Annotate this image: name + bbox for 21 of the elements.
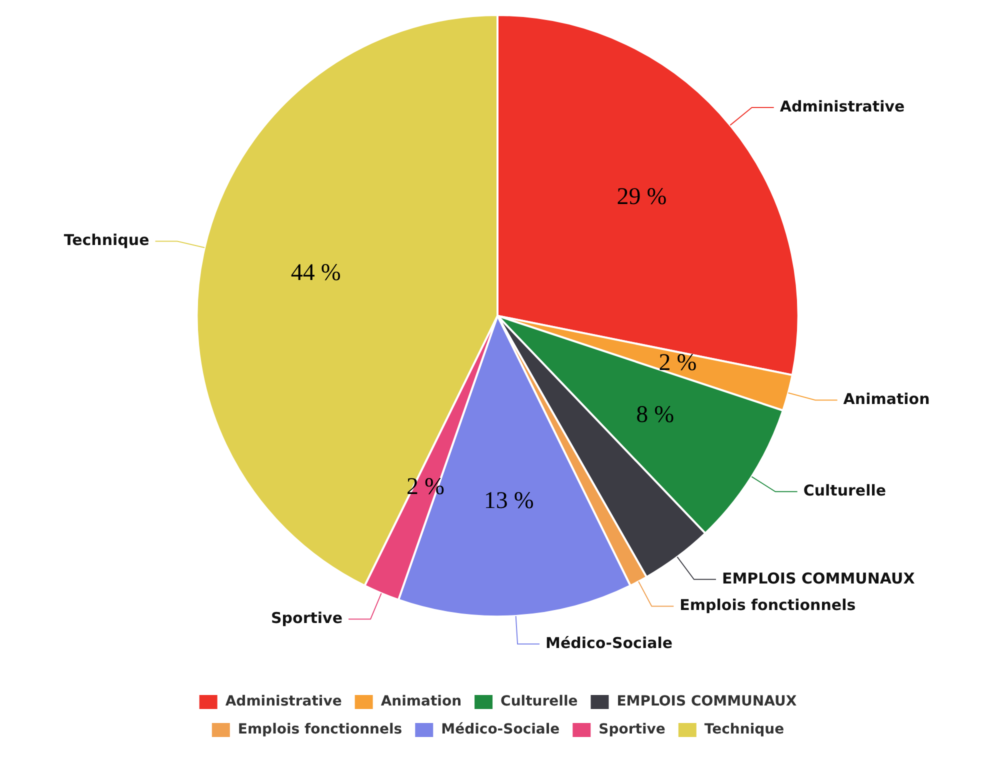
slice-label: EMPLOIS COMMUNAUX (722, 569, 916, 588)
data-label: 44 % (290, 260, 341, 286)
data-label: 2 % (658, 350, 697, 376)
slice-label: Animation (843, 390, 930, 408)
slice-label: Technique (64, 231, 150, 250)
slice-label: Emplois fonctionnels (680, 596, 856, 614)
legend-label: EMPLOIS COMMUNAUX (616, 694, 797, 710)
legend-label: Administrative (225, 694, 342, 710)
legend-label: Culturelle (500, 694, 578, 710)
data-label: 8 % (636, 402, 674, 428)
legend-label: Animation (380, 694, 462, 710)
legend-label: Médico-Sociale (441, 722, 560, 738)
legend-label: Emplois fonctionnels (238, 722, 402, 738)
slice-label: Médico-Sociale (546, 634, 673, 652)
slice-label: Administrative (780, 97, 905, 116)
slice-label: Culturelle (803, 482, 886, 500)
data-label: 13 % (484, 488, 534, 514)
slice-label: Sportive (271, 608, 343, 627)
legend-label: Sportive (598, 722, 666, 738)
legend-label: Technique (704, 722, 784, 738)
data-label: 29 % (616, 184, 667, 210)
